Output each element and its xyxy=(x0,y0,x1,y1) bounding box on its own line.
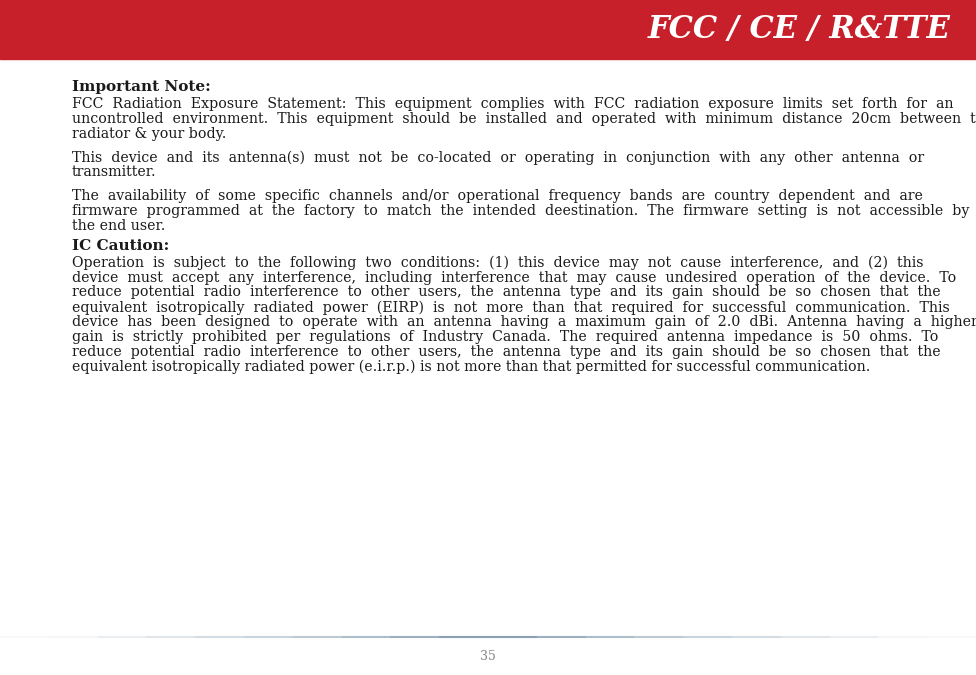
Text: FCC  Radiation  Exposure  Statement:  This  equipment  complies  with  FCC  radi: FCC Radiation Exposure Statement: This e… xyxy=(72,97,954,111)
Text: equivalent  isotropically  radiated  power  (EIRP)  is  not  more  than  that  r: equivalent isotropically radiated power … xyxy=(72,300,950,315)
Text: firmware  programmed  at  the  factory  to  match  the  intended  deestination. : firmware programmed at the factory to ma… xyxy=(72,204,969,218)
Text: Operation  is  subject  to  the  following  two  conditions:  (1)  this  device : Operation is subject to the following tw… xyxy=(72,256,923,270)
Text: transmitter.: transmitter. xyxy=(72,165,156,180)
Text: Important Note:: Important Note: xyxy=(72,80,211,94)
Text: device  must  accept  any  interference,  including  interference  that  may  ca: device must accept any interference, inc… xyxy=(72,271,956,285)
Text: The  availability  of  some  specific  channels  and/or  operational  frequency : The availability of some specific channe… xyxy=(72,189,923,203)
Text: IC Caution:: IC Caution: xyxy=(72,239,169,253)
Bar xyxy=(0,0,976,59)
Text: reduce  potential  radio  interference  to  other  users,  the  antenna  type  a: reduce potential radio interference to o… xyxy=(72,286,941,300)
Text: This  device  and  its  antenna(s)  must  not  be  co-located  or  operating  in: This device and its antenna(s) must not … xyxy=(72,151,924,165)
Text: equivalent isotropically radiated power (e.i.r.p.) is not more than that permitt: equivalent isotropically radiated power … xyxy=(72,360,871,374)
Text: reduce  potential  radio  interference  to  other  users,  the  antenna  type  a: reduce potential radio interference to o… xyxy=(72,345,941,358)
Text: 35: 35 xyxy=(480,651,496,664)
Text: radiator & your body.: radiator & your body. xyxy=(72,127,226,140)
Text: uncontrolled  environment.  This  equipment  should  be  installed  and  operate: uncontrolled environment. This equipment… xyxy=(72,112,976,126)
Text: device  has  been  designed  to  operate  with  an  antenna  having  a  maximum : device has been designed to operate with… xyxy=(72,315,976,329)
Text: gain  is  strictly  prohibited  per  regulations  of  Industry  Canada.  The  re: gain is strictly prohibited per regulati… xyxy=(72,330,938,344)
Text: the end user.: the end user. xyxy=(72,219,165,233)
Text: FCC / CE / R&TTE: FCC / CE / R&TTE xyxy=(648,14,951,45)
